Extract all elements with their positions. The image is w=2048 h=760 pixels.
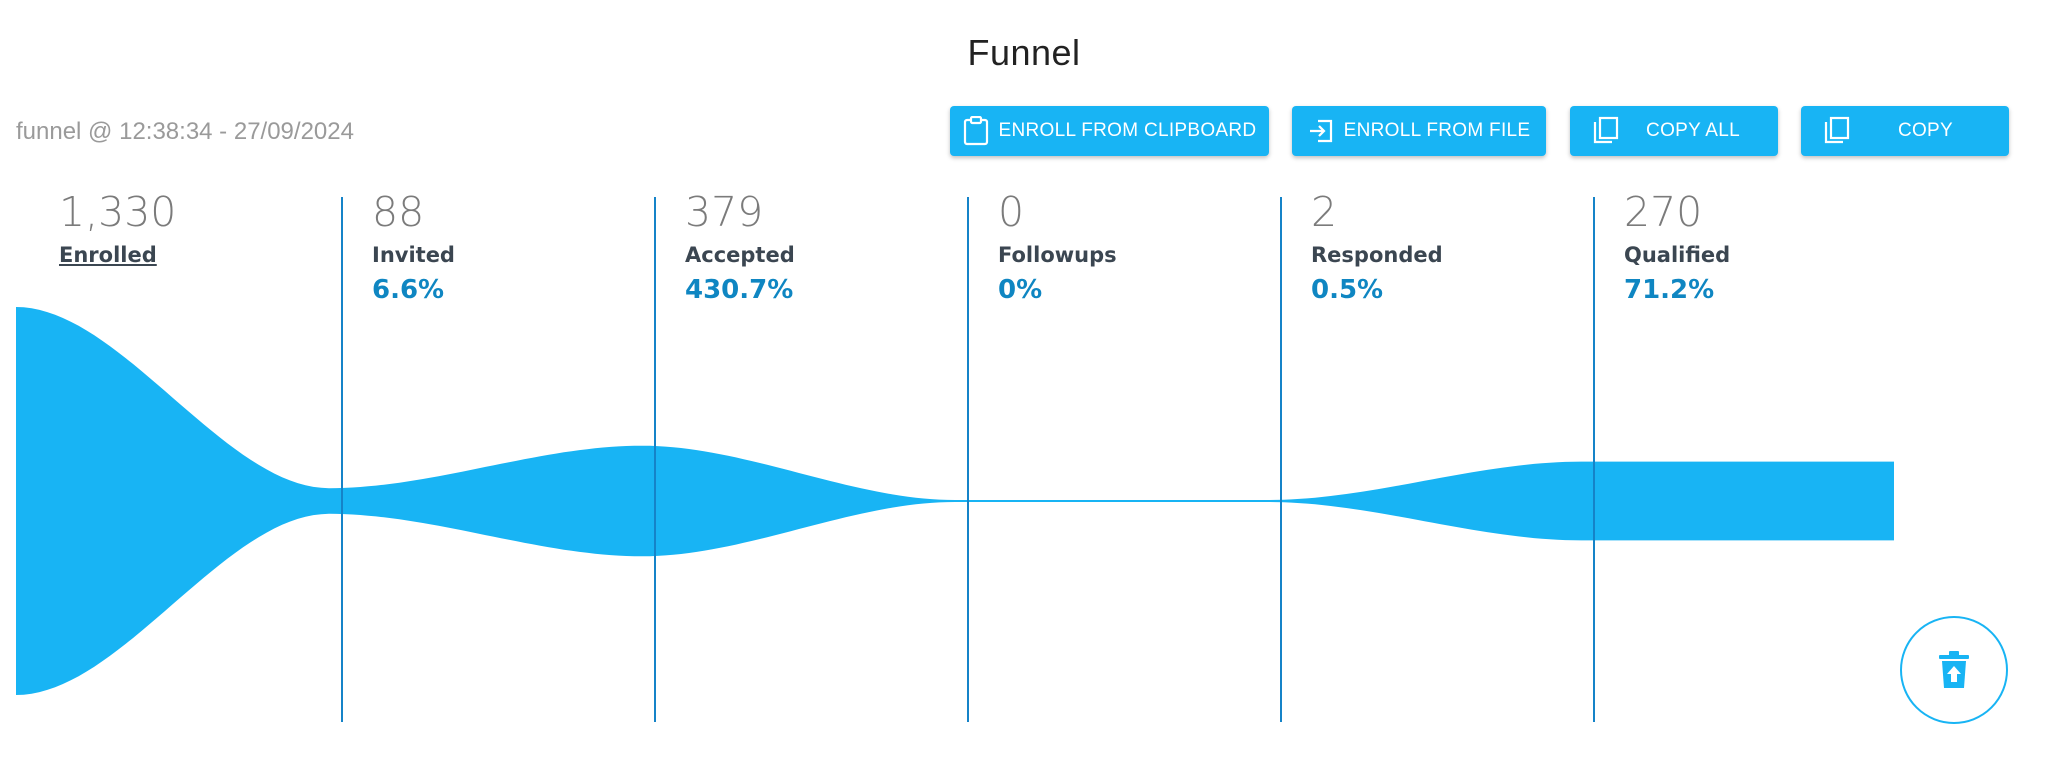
- stage-count: 1,330: [59, 188, 177, 236]
- stage-label-accepted: Accepted: [685, 243, 795, 267]
- stage-count: 0: [998, 188, 1025, 236]
- stage-count: 379: [685, 188, 764, 236]
- funnel-chart: 1,330 Enrolled 88 Invited 6.6% 379 Accepted 430…: [0, 180, 2048, 740]
- stage-conversion-percent: 71.2%: [1624, 275, 1715, 305]
- stage-conversion-percent: 0.5%: [1311, 275, 1384, 305]
- content-copy-icon: [1593, 116, 1619, 144]
- delete-restore-icon: [1939, 651, 1969, 688]
- copy-all-button[interactable]: COPY ALL: [1570, 106, 1778, 156]
- enroll-from-clipboard-label: ENROLL FROM CLIPBOARD: [998, 120, 1257, 141]
- stage-label-followups: Followups: [998, 243, 1117, 267]
- stage-conversion-percent: 6.6%: [372, 275, 445, 305]
- login-icon: [1309, 119, 1332, 143]
- stage-count: 88: [372, 188, 425, 236]
- stage-label-enrolled[interactable]: Enrolled: [59, 243, 157, 267]
- page-title: Funnel: [967, 32, 1081, 73]
- stage-conversion-percent: 0%: [998, 275, 1043, 305]
- stage-label-invited: Invited: [372, 243, 455, 267]
- stage-conversion-percent: 430.7%: [685, 275, 794, 305]
- copy-button[interactable]: COPY: [1801, 106, 2009, 156]
- funnel-timestamp: funnel @ 12:38:34 - 27/09/2024: [16, 118, 354, 145]
- enroll-from-file-button[interactable]: ENROLL FROM FILE: [1292, 106, 1546, 156]
- copy-all-label: COPY ALL: [1646, 120, 1740, 141]
- stage-count: 2: [1311, 188, 1338, 236]
- clipboard-icon: [963, 116, 988, 146]
- funnel-graphic: [16, 197, 1894, 722]
- content-copy-icon: [1824, 116, 1850, 144]
- copy-label: COPY: [1897, 120, 1953, 141]
- enroll-from-clipboard-button[interactable]: ENROLL FROM CLIPBOARD: [950, 106, 1269, 156]
- stage-count: 270: [1624, 188, 1703, 236]
- stage-label-qualified: Qualified: [1624, 243, 1731, 267]
- enroll-from-file-label: ENROLL FROM FILE: [1343, 120, 1531, 141]
- delete-fab-button[interactable]: [1900, 616, 2008, 724]
- stage-label-responded: Responded: [1311, 243, 1443, 267]
- funnel-flow: [16, 307, 1894, 695]
